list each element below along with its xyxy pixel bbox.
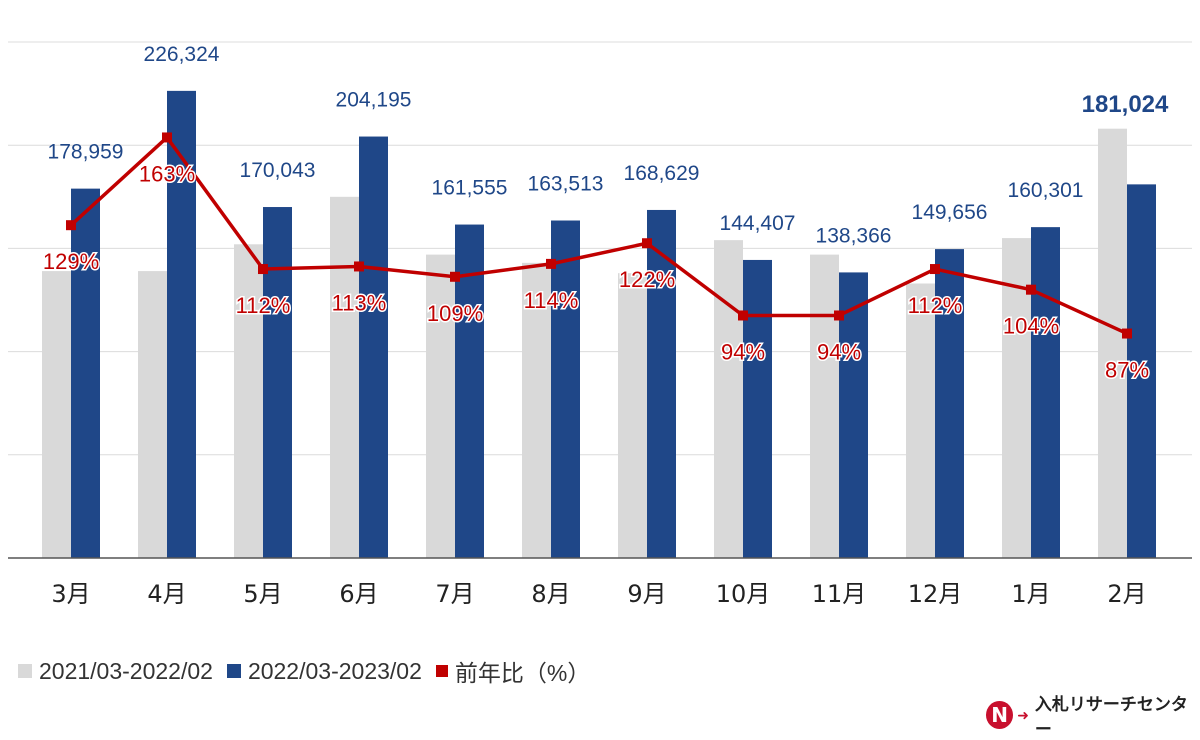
yoy-marker bbox=[354, 261, 364, 272]
bar-value-label: 168,629 bbox=[624, 162, 700, 185]
logo-text: 入札リサーチセンター bbox=[1034, 695, 1188, 740]
yoy-label: 112% bbox=[908, 293, 963, 318]
bar-value-label: 170,043 bbox=[240, 159, 316, 182]
yoy-line-path bbox=[69, 135, 1128, 336]
x-tick-label: 12月 bbox=[908, 580, 963, 608]
bar-value-label: 204,195 bbox=[336, 89, 412, 112]
yoy-label: 104% bbox=[1003, 314, 1059, 339]
brand-logo: N ➜ 入札リサーチセンター bbox=[986, 695, 1200, 740]
bar-value-label: 144,407 bbox=[720, 212, 796, 235]
chart: 3月 4月 5月 6月 7月 8月 9月 10月 11月 12月 1月 2月 178,959 226,3… bbox=[8, 41, 1192, 608]
x-tick-labels: 3月 4月 5月 6月 7月 8月 9月 10月 11月 12月 1月 2月 bbox=[51, 580, 1146, 608]
legend: 2021/03-2022/02 2022/03-2023/02 前年比（%） bbox=[18, 656, 604, 686]
yoy-marker bbox=[642, 238, 652, 249]
yoy-label: 163% bbox=[139, 161, 195, 186]
yoy-marker bbox=[66, 220, 76, 231]
bar-current-year bbox=[263, 207, 292, 558]
yoy-label: 129% bbox=[43, 249, 99, 274]
legend-label-current: 2022/03-2023/02 bbox=[247, 657, 422, 684]
bar-value-label: 149,656 bbox=[912, 201, 988, 224]
bar-prev-year bbox=[714, 240, 743, 559]
x-tick-label: 1月 bbox=[1011, 580, 1050, 608]
legend-item-current: 2022/03-2023/02 bbox=[226, 657, 422, 685]
bar-prev-year bbox=[906, 283, 935, 558]
bar-value-label: 138,366 bbox=[816, 224, 892, 247]
legend-label-prev: 2021/03-2022/02 bbox=[39, 657, 213, 684]
legend-item-yoy: 前年比（%） bbox=[435, 654, 591, 688]
yoy-marker bbox=[1122, 328, 1132, 339]
bar-current-year bbox=[359, 136, 388, 559]
bar-current-year bbox=[647, 209, 676, 558]
logo-mark-icon: N bbox=[986, 701, 1014, 729]
yoy-label: 114% bbox=[524, 288, 579, 313]
bar-value-labels: 178,959 226,324 170,043 204,195 161,555 163,5… bbox=[48, 43, 1169, 248]
logo-arrow-icon: ➜ bbox=[1017, 706, 1029, 723]
yoy-marker bbox=[738, 310, 748, 321]
yoy-marker bbox=[258, 264, 268, 275]
bar-value-label: 226,324 bbox=[144, 43, 220, 66]
x-tick-label: 2月 bbox=[1107, 580, 1146, 608]
yoy-labels: 129% 163% 112% 113% 109% 114% 122% 94% 94% 112% 10… bbox=[41, 160, 1150, 384]
bar-prev-year bbox=[810, 254, 839, 559]
yoy-marker bbox=[930, 264, 940, 275]
bar-value-label: 161,555 bbox=[432, 177, 508, 200]
bar-current-year bbox=[1127, 184, 1156, 559]
x-tick-label: 8月 bbox=[531, 580, 570, 608]
x-tick-label: 11月 bbox=[812, 580, 867, 608]
yoy-marker bbox=[834, 310, 844, 321]
yoy-label: 112% bbox=[236, 293, 291, 318]
yoy-label: 94% bbox=[817, 339, 861, 364]
legend-label-yoy: 前年比（%） bbox=[454, 660, 591, 686]
bar-prev-year bbox=[426, 254, 455, 559]
bar-value-label: 163,513 bbox=[528, 173, 604, 196]
yoy-line bbox=[66, 132, 1132, 339]
legend-swatch-yoy bbox=[435, 665, 448, 677]
yoy-label: 122% bbox=[619, 267, 675, 292]
yoy-marker bbox=[162, 132, 172, 143]
x-tick-label: 5月 bbox=[243, 580, 282, 608]
bars bbox=[42, 90, 1156, 559]
bar-prev-year bbox=[234, 244, 263, 558]
yoy-marker bbox=[450, 271, 460, 282]
legend-swatch-current bbox=[226, 664, 241, 678]
bar-value-label: 181,024 bbox=[1082, 91, 1169, 118]
yoy-marker bbox=[1026, 284, 1036, 295]
yoy-label: 109% bbox=[427, 301, 483, 326]
legend-swatch-prev bbox=[18, 664, 32, 678]
legend-item-prev: 2021/03-2022/02 bbox=[18, 658, 213, 685]
bar-prev-year bbox=[522, 262, 551, 558]
yoy-marker bbox=[546, 258, 556, 269]
bar-current-year bbox=[71, 188, 100, 558]
x-tick-label: 10月 bbox=[716, 580, 771, 608]
x-tick-label: 3月 bbox=[51, 580, 90, 608]
bar-prev-year bbox=[42, 271, 71, 558]
bar-value-label: 178,959 bbox=[48, 141, 124, 164]
bar-current-year bbox=[743, 259, 772, 558]
bar-current-year bbox=[935, 249, 964, 558]
bar-prev-year bbox=[330, 196, 359, 559]
x-tick-label: 4月 bbox=[147, 580, 186, 608]
x-tick-label: 6月 bbox=[339, 580, 378, 608]
bar-prev-year bbox=[1098, 128, 1127, 559]
yoy-label: 87% bbox=[1105, 358, 1149, 383]
bar-current-year bbox=[551, 220, 580, 559]
bar-prev-year bbox=[618, 273, 647, 558]
bar-current-year bbox=[1031, 227, 1060, 558]
gridlines bbox=[8, 41, 1192, 456]
bar-prev-year bbox=[138, 271, 167, 558]
bar-value-label: 160,301 bbox=[1008, 179, 1084, 202]
yoy-label: 94% bbox=[721, 339, 765, 364]
x-tick-label: 7月 bbox=[435, 580, 474, 608]
yoy-label: 113% bbox=[332, 290, 387, 315]
x-tick-label: 9月 bbox=[627, 580, 666, 608]
